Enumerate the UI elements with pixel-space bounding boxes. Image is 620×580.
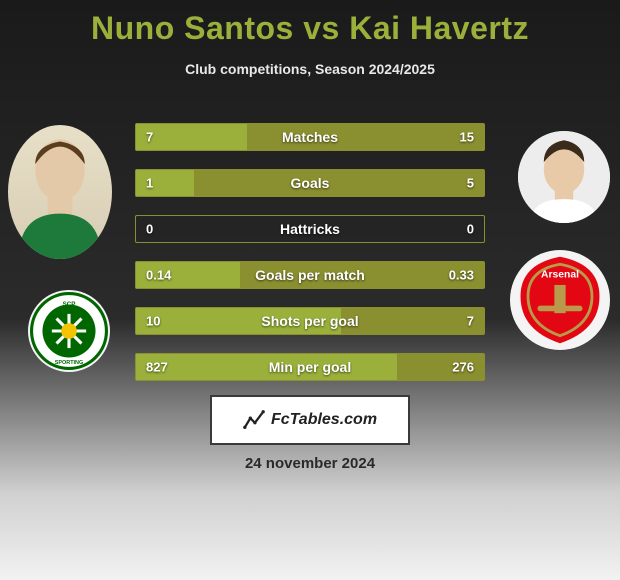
page-title: Nuno Santos vs Kai Havertz — [0, 0, 620, 47]
stat-row: 10 7 Shots per goal — [135, 307, 485, 335]
stat-value-right: 7 — [467, 314, 474, 329]
player-left-avatar — [8, 125, 112, 259]
stat-row: 1 5 Goals — [135, 169, 485, 197]
stat-label: Goals — [291, 175, 330, 191]
stat-value-left: 0 — [146, 222, 153, 237]
stat-value-left: 0.14 — [146, 268, 171, 283]
stat-label: Shots per goal — [261, 313, 358, 329]
stat-value-left: 827 — [146, 360, 168, 375]
svg-text:SPORTING: SPORTING — [55, 360, 83, 366]
stat-value-right: 276 — [452, 360, 474, 375]
stat-value-right: 15 — [460, 130, 474, 145]
stat-row: 7 15 Matches — [135, 123, 485, 151]
comparison-infographic: Nuno Santos vs Kai Havertz Club competit… — [0, 0, 620, 580]
stat-label: Matches — [282, 129, 338, 145]
club-right-badge: Arsenal — [510, 250, 610, 350]
date-label: 24 november 2024 — [0, 455, 620, 472]
svg-text:Arsenal: Arsenal — [541, 269, 579, 280]
svg-text:SCP: SCP — [63, 301, 76, 308]
stat-row: 0 0 Hattricks — [135, 215, 485, 243]
player-right-avatar — [518, 131, 610, 223]
chart-icon — [243, 409, 265, 431]
stat-label: Min per goal — [269, 359, 351, 375]
stat-label: Hattricks — [280, 221, 340, 237]
stat-value-right: 0.33 — [449, 268, 474, 283]
stat-row: 0.14 0.33 Goals per match — [135, 261, 485, 289]
bar-fill-left — [136, 354, 397, 380]
person-silhouette-icon — [518, 131, 610, 223]
person-silhouette-icon — [8, 125, 112, 259]
source-logo: FcTables.com — [210, 395, 410, 445]
club-left-badge: SCP SPORTING — [28, 290, 110, 372]
sporting-badge-icon: SCP SPORTING — [30, 292, 108, 370]
compare-area: SCP SPORTING Arsenal 715Matches15Goals00… — [0, 115, 620, 385]
stat-value-right: 5 — [467, 176, 474, 191]
stat-label: Goals per match — [255, 267, 365, 283]
bar-fill-right — [341, 308, 484, 334]
bar-fill-right — [194, 170, 484, 196]
stat-value-left: 10 — [146, 314, 160, 329]
arsenal-badge-icon: Arsenal — [513, 253, 607, 347]
stat-row: 827 276 Min per goal — [135, 353, 485, 381]
stat-value-left: 7 — [146, 130, 153, 145]
bar-fill-left — [136, 170, 194, 196]
stat-value-left: 1 — [146, 176, 153, 191]
stat-bars: 715Matches15Goals00Hattricks0.140.33Goal… — [135, 123, 485, 399]
stat-value-right: 0 — [467, 222, 474, 237]
source-logo-text: FcTables.com — [271, 411, 377, 429]
page-subtitle: Club competitions, Season 2024/2025 — [0, 61, 620, 77]
